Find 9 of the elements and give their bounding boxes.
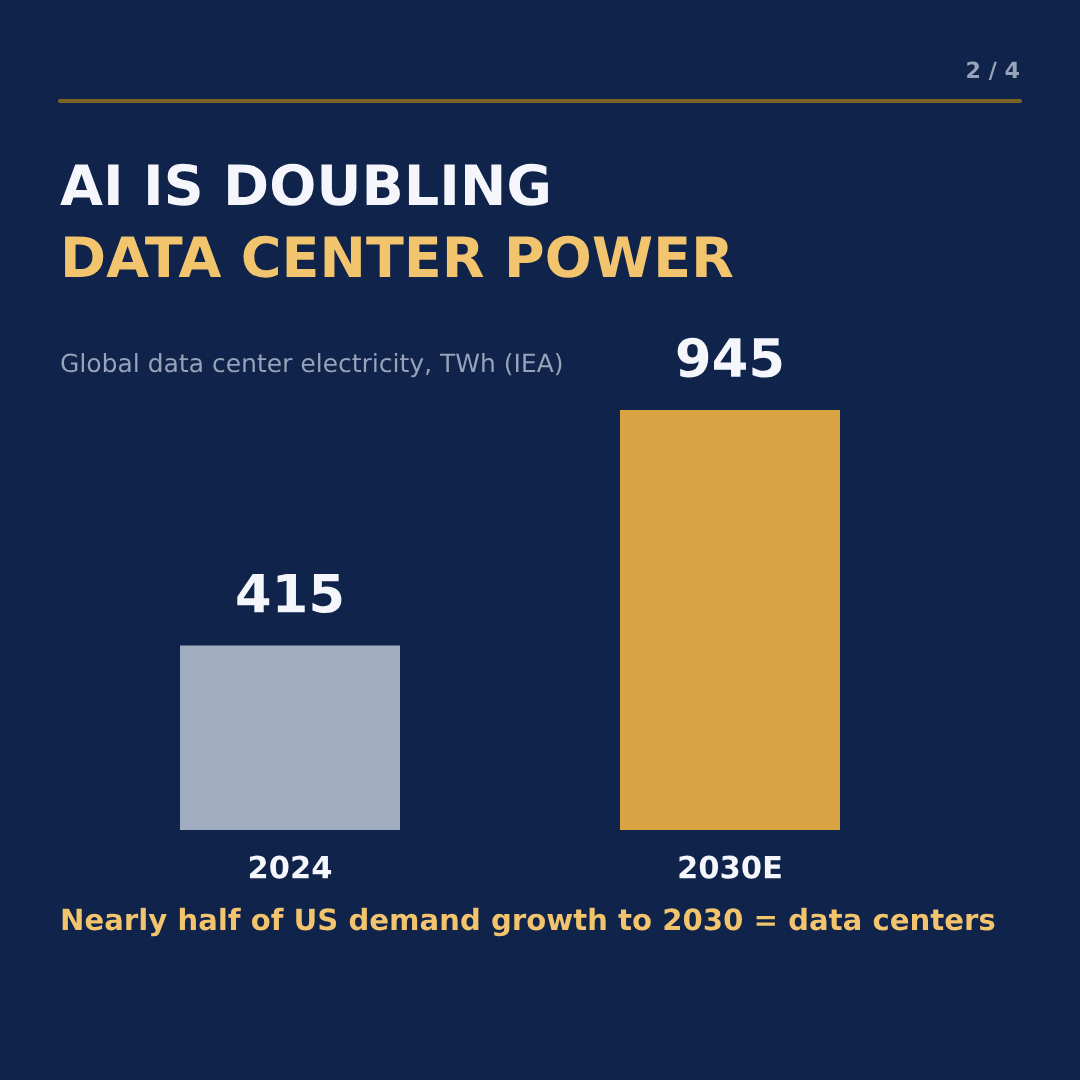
chart-title: AI IS DOUBLING xyxy=(60,163,548,206)
text: 2 / 4 xyxy=(967,61,1019,81)
y-axis-title: Global data center electricity, TWh (IEA) xyxy=(61,353,562,378)
x-tick-label: 2030E xyxy=(679,855,781,879)
text: Nearly half of US demand growth to 2030 = data centers xyxy=(62,907,995,937)
x-tick-label: 2024 xyxy=(249,855,332,879)
chart-subtitle: DATA CENTER POWER xyxy=(65,235,733,278)
data-label: 415 xyxy=(237,573,342,614)
data-label: 945 xyxy=(677,337,782,378)
